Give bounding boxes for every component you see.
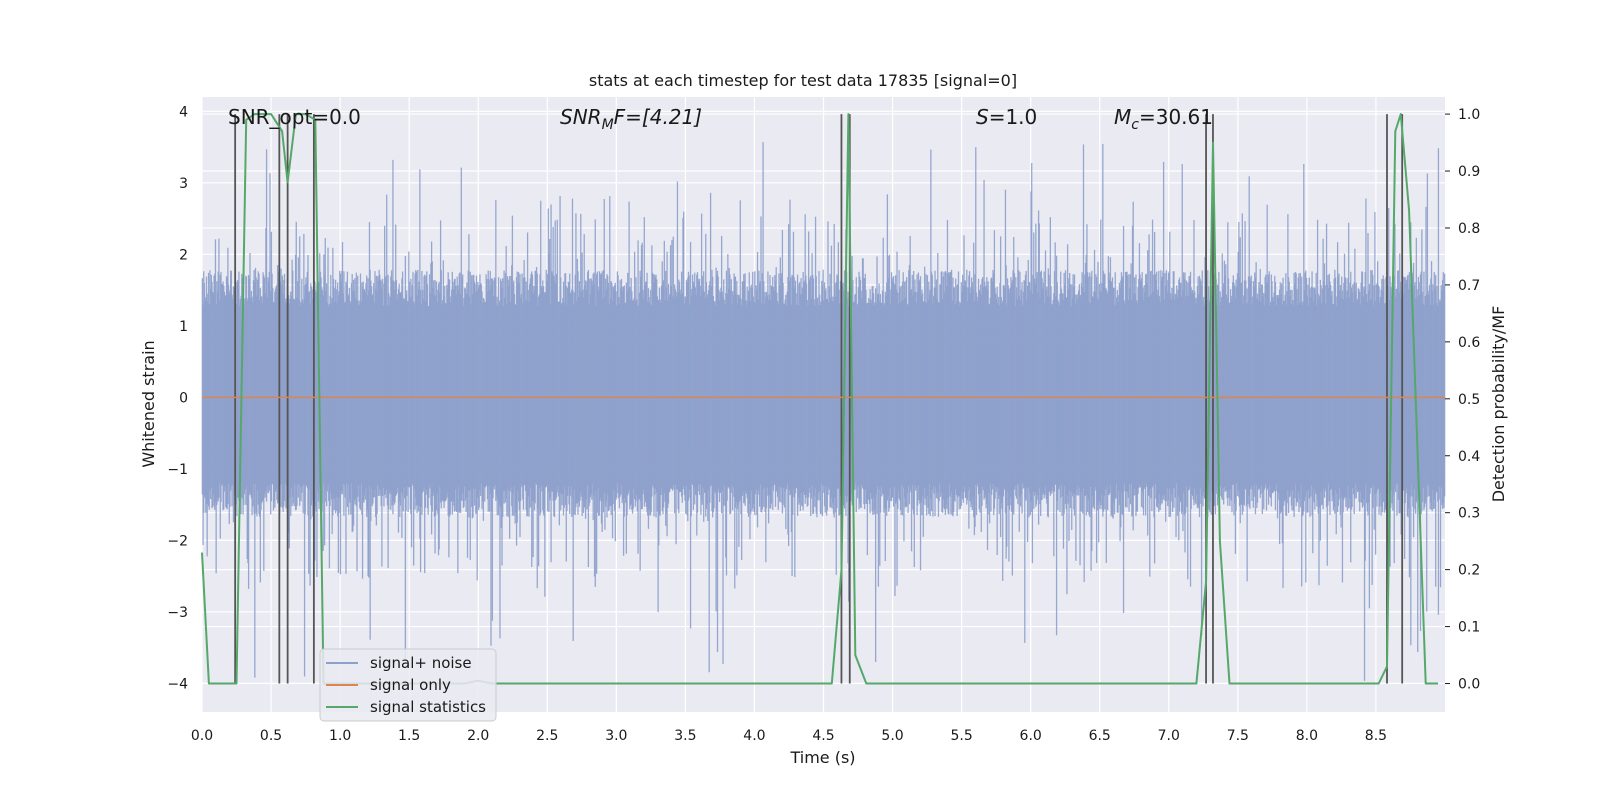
y-tick-label-right-2: 0.2 (1458, 563, 1480, 579)
x-tick-label-15: 7.5 (1227, 728, 1249, 744)
mc-var: M (1114, 105, 1131, 129)
y-tick-label-left-6: 2 (179, 247, 188, 263)
x-tick-label-5: 2.5 (536, 728, 558, 744)
y-tick-labels-right: 0.0 0.1 0.2 0.3 0.4 0.5 0.6 0.7 0.8 0.9 1.0 (1445, 107, 1480, 693)
x-tick-label-10: 5.0 (881, 728, 903, 744)
y-tick-label-right-10: 1.0 (1458, 107, 1480, 123)
s-rest: =1.0 (989, 105, 1038, 129)
x-tick-label-8: 4.0 (743, 728, 765, 744)
x-tick-label-7: 3.5 (674, 728, 696, 744)
annotation-snr-opt: SNR_opt=0.0 (228, 105, 361, 129)
annotation-snr-mf: SNRMF=[4.21] (560, 105, 702, 133)
x-tick-label-4: 2.0 (467, 728, 489, 744)
x-tick-label-2: 1.0 (329, 728, 351, 744)
y-tick-label-left-1: −3 (167, 605, 188, 621)
annotation-mc: Mc=30.61 (1114, 105, 1213, 133)
y-tick-label-right-6: 0.6 (1458, 335, 1480, 351)
x-tick-labels: 0.0 0.5 1.0 1.5 2.0 2.5 3.0 3.5 4.0 4.5 5.0 5.5 6.0 6… (191, 728, 1387, 744)
legend-label-signal-only: signal only (370, 676, 451, 694)
x-axis-label: Time (s) (789, 748, 855, 767)
y-tick-label-left-7: 3 (179, 176, 188, 192)
s-var: S (976, 105, 989, 129)
y-tick-label-left-5: 1 (179, 319, 188, 335)
y-tick-label-left-4: 0 (179, 390, 188, 406)
legend: signal+ noise signal only signal statist… (319, 648, 497, 722)
x-tick-label-11: 5.5 (950, 728, 972, 744)
y-tick-label-left-8: 4 (179, 104, 188, 120)
y-axis-label-left: Whitened strain (139, 340, 158, 467)
y-tick-label-right-5: 0.5 (1458, 392, 1480, 408)
legend-box (319, 648, 497, 722)
y-tick-label-right-1: 0.1 (1458, 620, 1480, 636)
vertical-markers (234, 114, 1404, 684)
legend-label-signal-statistics: signal statistics (370, 698, 486, 716)
series-signal-statistics (201, 113, 1439, 685)
y-tick-label-right-0: 0.0 (1458, 677, 1480, 693)
legend-label-signal-noise: signal+ noise (370, 654, 472, 672)
y-tick-label-right-9: 0.9 (1458, 164, 1480, 180)
x-tick-label-17: 8.5 (1365, 728, 1387, 744)
snr-mf-main: SNR (560, 105, 602, 129)
y-axis-label-right: Detection probability/MF (1489, 306, 1508, 503)
mc-sub: c (1131, 117, 1139, 133)
y-tick-label-left-0: −4 (167, 676, 188, 692)
snr-mf-sub: M (602, 117, 614, 133)
mc-rest: =30.61 (1139, 105, 1213, 129)
x-tick-label-1: 0.5 (260, 728, 282, 744)
x-tick-label-6: 3.0 (605, 728, 627, 744)
x-tick-label-16: 8.0 (1296, 728, 1318, 744)
x-tick-label-0: 0.0 (191, 728, 213, 744)
y-tick-label-left-3: −1 (167, 462, 188, 478)
x-tick-label-12: 6.0 (1020, 728, 1042, 744)
snr-mf-rest: F=[4.21] (614, 105, 702, 129)
chart-title: stats at each timestep for test data 178… (589, 71, 1017, 90)
x-tick-label-3: 1.5 (398, 728, 420, 744)
y-tick-label-right-3: 0.3 (1458, 506, 1480, 522)
y-tick-label-left-2: −2 (167, 533, 188, 549)
annotation-s: S=1.0 (976, 105, 1037, 129)
y-tick-label-right-7: 0.7 (1458, 278, 1480, 294)
x-tick-label-14: 7.0 (1158, 728, 1180, 744)
x-tick-label-9: 4.5 (812, 728, 834, 744)
x-tick-label-13: 6.5 (1089, 728, 1111, 744)
y-tick-labels-left: −4 −3 −2 −1 0 1 2 3 4 (167, 104, 188, 692)
y-tick-label-right-4: 0.4 (1458, 449, 1480, 465)
y-tick-label-right-8: 0.8 (1458, 221, 1480, 237)
